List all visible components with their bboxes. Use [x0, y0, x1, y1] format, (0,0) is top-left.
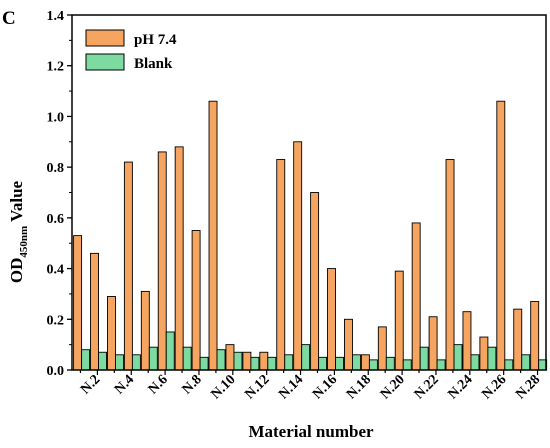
bar-ph-11	[242, 351, 252, 371]
bar-blank-10	[233, 351, 243, 371]
panel-label: C	[2, 8, 16, 29]
y-tick-label-3: 0.6	[47, 212, 65, 227]
bars-layer	[73, 100, 548, 371]
bar-blank-6	[165, 331, 175, 371]
x-tick-label-N-6: N.6	[146, 372, 171, 397]
x-tick-label-N-4: N.4	[112, 372, 137, 397]
bar-ph-23	[445, 159, 455, 371]
legend-swatch-ph	[85, 29, 125, 47]
legend-swatch-blank	[85, 53, 125, 71]
bar-blank-17	[352, 354, 361, 371]
bar-ph-4	[123, 161, 133, 371]
bar-ph-19	[377, 326, 387, 371]
bar-ph-18	[360, 354, 370, 371]
x-tick-label-N-8: N.8	[180, 372, 205, 397]
bar-ph-17	[344, 318, 353, 371]
y-axis: 0.0 0.2 0.4 0.6 0.8 1.0 1.2 1.4	[47, 9, 72, 379]
bar-ph-16	[327, 268, 336, 371]
y-axis-label-subscript: 450nm	[18, 226, 30, 258]
bar-blank-9	[216, 349, 226, 371]
bar-blank-1	[81, 349, 91, 371]
bar-ph-14	[293, 141, 303, 371]
legend-label-blank: Blank	[134, 56, 173, 72]
bar-ph-20	[394, 270, 404, 371]
bar-ph-10	[225, 344, 235, 371]
legend-label-ph: pH 7.4	[134, 32, 177, 48]
bar-blank-22	[436, 359, 446, 371]
bar-ph-25	[479, 336, 489, 371]
y-axis-label-main: OD	[7, 258, 26, 284]
bar-blank-26	[504, 359, 514, 371]
x-tick-label-N-26: N.26	[479, 372, 509, 402]
bar-blank-11	[250, 356, 260, 371]
y-tick-label-4: 0.8	[47, 161, 65, 176]
y-tick-label-5: 1.0	[47, 110, 65, 125]
bar-ph-8	[191, 230, 201, 371]
x-tick-label-N-24: N.24	[445, 372, 475, 402]
x-tick-label-N-28: N.28	[513, 372, 543, 402]
bar-blank-23	[453, 344, 463, 371]
bar-ph-12	[259, 351, 269, 371]
x-tick-label-N-18: N.18	[344, 372, 374, 402]
bar-ph-6	[157, 151, 167, 371]
bar-blank-5	[148, 346, 158, 371]
bar-ph-2	[90, 252, 99, 371]
x-tick-label-N-12: N.12	[242, 372, 272, 402]
bar-blank-8	[199, 356, 209, 371]
bar-blank-12	[267, 356, 277, 371]
y-axis-label: OD450nm Value	[7, 180, 30, 283]
y-tick-label-2: 0.4	[47, 263, 65, 278]
x-tick-label-N-20: N.20	[378, 372, 408, 402]
bar-blank-4	[131, 354, 141, 371]
bar-ph-1	[73, 235, 83, 371]
bar-ph-21	[411, 222, 421, 371]
x-tick-label-N-10: N.10	[208, 372, 238, 402]
x-axis: N.2 N.4 N.6 N.8 N.10 N.12 N.14 N.16 N.18 N.20 N.22…	[78, 370, 543, 402]
x-tick-label-N-16: N.16	[310, 372, 340, 402]
bar-ph-24	[462, 311, 472, 371]
bar-ph-26	[496, 100, 506, 371]
bar-blank-2	[98, 351, 107, 371]
bar-ph-27	[513, 308, 523, 371]
bar-blank-24	[470, 354, 480, 371]
y-tick-label-1: 0.2	[47, 313, 65, 328]
bar-ph-13	[276, 159, 286, 371]
bar-blank-18	[368, 359, 378, 371]
bar-ph-5	[140, 290, 150, 371]
x-tick-label-N-2: N.2	[78, 372, 103, 397]
bar-ph-3	[107, 296, 116, 371]
bar-blank-20	[402, 359, 412, 371]
legend: pH 7.4 Blank	[85, 29, 177, 72]
bar-ph-15	[310, 192, 320, 371]
bar-blank-25	[487, 346, 497, 371]
bar-blank-19	[385, 356, 395, 371]
bar-blank-21	[419, 346, 429, 371]
bar-blank-15	[318, 356, 328, 371]
bar-blank-14	[301, 344, 311, 371]
y-axis-label-tail: Value	[7, 180, 26, 225]
bar-ph-22	[428, 316, 438, 371]
x-tick-label-N-22: N.22	[412, 372, 442, 402]
bar-blank-3	[115, 354, 124, 371]
x-tick-label-N-14: N.14	[276, 372, 306, 402]
y-tick-label-7: 1.4	[47, 9, 65, 24]
bar-blank-13	[284, 354, 294, 371]
y-tick-label-6: 1.2	[47, 60, 65, 75]
bar-blank-16	[335, 356, 344, 371]
bar-ph-9	[208, 100, 218, 371]
bar-blank-7	[182, 346, 192, 371]
y-tick-label-0: 0.0	[47, 364, 65, 379]
x-axis-label: Material number	[248, 422, 374, 441]
bar-ph-7	[174, 146, 184, 371]
bar-ph-28	[530, 301, 540, 371]
bar-blank-27	[521, 354, 531, 371]
